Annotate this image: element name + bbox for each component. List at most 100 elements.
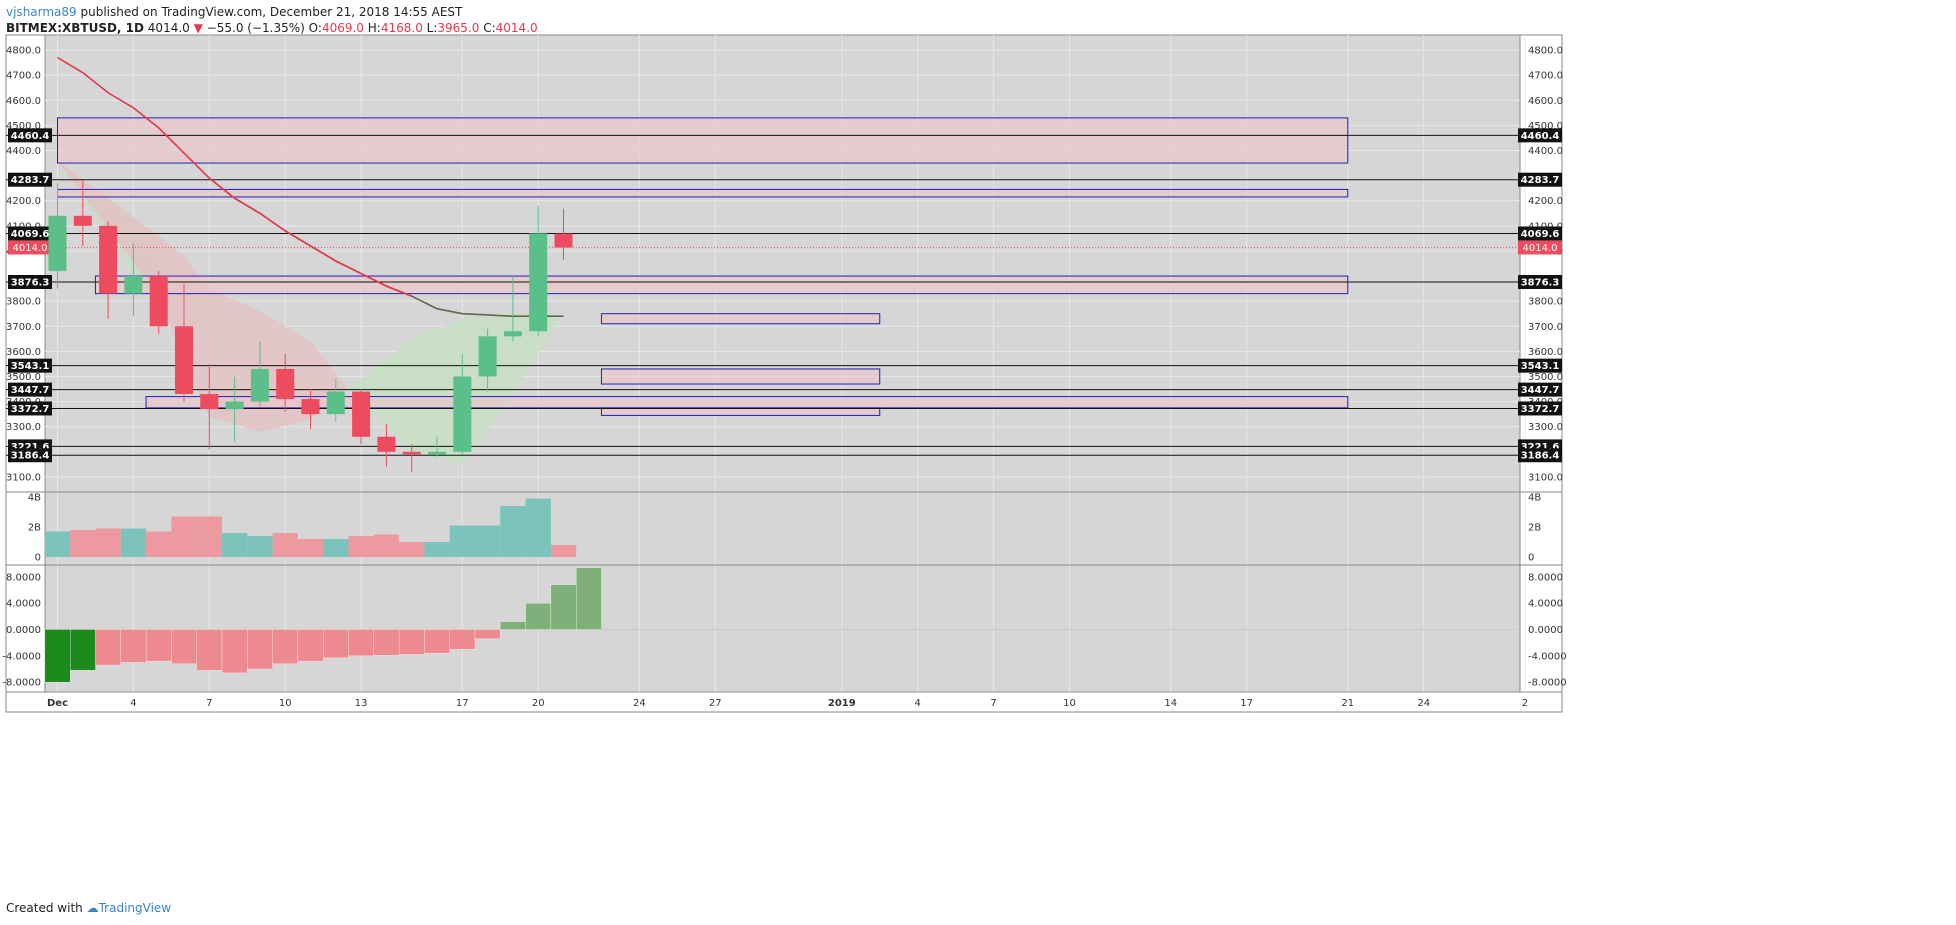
close-label: C: xyxy=(483,21,496,35)
oscillator-bars xyxy=(44,567,602,683)
x-tick-label: 17 xyxy=(1240,698,1253,709)
price-tick-right: 3500.0 xyxy=(1528,372,1563,383)
candle xyxy=(503,276,522,342)
x-tick-label: 21 xyxy=(1341,698,1354,709)
x-tick-label: 13 xyxy=(355,698,368,709)
chart-header: vjsharma89 published on TradingView.com,… xyxy=(6,4,538,36)
level-tag-text: 4283.7 xyxy=(11,175,50,186)
oscillator-bar xyxy=(272,629,299,664)
oscillator-bar xyxy=(120,629,147,663)
level-tag-text: 3447.7 xyxy=(1521,385,1560,396)
time-axis-panel xyxy=(5,691,1563,713)
candle-body xyxy=(478,336,497,377)
level-tag-bg xyxy=(1518,128,1562,143)
candle xyxy=(48,183,67,289)
osc-tick-right: 4.0000 xyxy=(1528,599,1563,610)
level-tag-bg xyxy=(8,401,52,416)
price-tick-left: 4600.0 xyxy=(6,96,41,107)
osc-tick-left: -4.0000 xyxy=(2,651,41,662)
author-link[interactable]: vjsharma89 xyxy=(6,5,77,19)
candle-body xyxy=(175,326,193,395)
oscillator-bar xyxy=(449,629,476,650)
level-tag-right: 4069.6 xyxy=(1518,226,1562,241)
volume-bar xyxy=(373,534,400,557)
oscillator-bar xyxy=(70,629,96,671)
down-arrow-icon: ▼ xyxy=(193,21,203,35)
level-tag-right: 3447.7 xyxy=(1518,382,1562,397)
level-tag-text: 3543.1 xyxy=(11,361,50,372)
osc-tick-right: 0.0000 xyxy=(1528,625,1563,636)
x-tick-label: 4 xyxy=(130,698,136,709)
volume-bar xyxy=(475,525,501,557)
tradingview-link[interactable]: TradingView xyxy=(98,901,172,915)
zone-rect xyxy=(94,275,1349,295)
oscillator-bar xyxy=(145,629,172,662)
volume-bar xyxy=(348,536,374,557)
candle-body xyxy=(73,215,92,226)
level-tag-bg xyxy=(8,128,52,143)
candle xyxy=(225,376,244,442)
candle xyxy=(529,205,548,337)
candle xyxy=(99,220,118,319)
level-tag-left: 3543.1 xyxy=(8,358,52,373)
oscillator-bar xyxy=(95,629,121,666)
volume-bar xyxy=(120,528,147,557)
red-cloud xyxy=(57,160,349,432)
candle xyxy=(301,389,320,430)
candle-body xyxy=(99,225,118,294)
current-price-tag-right: 4014.0 xyxy=(1518,240,1562,255)
x-tick-label: 7 xyxy=(206,698,212,709)
level-tag-text: 4460.4 xyxy=(1521,131,1560,142)
price-tick-left: 4800.0 xyxy=(6,46,41,57)
x-tick-label: 17 xyxy=(456,698,469,709)
candle-body xyxy=(402,451,421,455)
x-tick-label: 10 xyxy=(279,698,292,709)
level-tag-bg xyxy=(8,358,52,373)
symbol-line: BITMEX:XBTUSD, 1D 4014.0 ▼ −55.0 (−1.35%… xyxy=(6,20,538,36)
oscillator-bar xyxy=(398,629,425,655)
osc-tick-left: -8.0000 xyxy=(2,678,41,689)
candle-body xyxy=(250,368,269,402)
level-tag-text: 3372.7 xyxy=(1521,404,1560,415)
low-value: 3965.0 xyxy=(437,21,480,35)
oscillator-bar xyxy=(196,629,223,671)
oscillator-bar xyxy=(500,621,526,630)
osc-tick-left: 0.0000 xyxy=(6,625,41,636)
volume-bar xyxy=(95,528,121,557)
x-tick-label: 2019 xyxy=(828,698,856,709)
candle-body xyxy=(326,391,345,415)
volume-tick-right: 2B xyxy=(1528,523,1541,534)
price-tick-right: 3800.0 xyxy=(1528,297,1563,308)
level-tag-right: 3876.3 xyxy=(1518,275,1562,290)
created-with-label: Created with xyxy=(6,901,83,915)
volume-bar xyxy=(399,542,425,557)
publish-line: vjsharma89 published on TradingView.com,… xyxy=(6,4,538,20)
price-tick-left: 3500.0 xyxy=(6,372,41,383)
candle-body xyxy=(428,451,446,455)
level-tag-text: 3221.6 xyxy=(11,442,50,453)
zone-rect xyxy=(600,407,881,416)
price-tick-right: 4800.0 xyxy=(1528,46,1563,57)
candle-body xyxy=(149,276,168,327)
volume-bar xyxy=(222,533,248,557)
level-tag-right: 4460.4 xyxy=(1518,128,1562,143)
current-price-tag-left: 4014.0 xyxy=(8,240,52,255)
volume-bar xyxy=(449,525,475,557)
candle xyxy=(175,283,193,402)
oscillator-bar xyxy=(474,629,501,639)
oscillator-bar xyxy=(171,629,197,664)
volume-bar xyxy=(550,545,577,557)
level-tag-bg xyxy=(1518,448,1562,463)
level-tag-right: 3372.7 xyxy=(1518,401,1562,416)
volume-bar xyxy=(272,533,298,557)
volume-tick-left: 0 xyxy=(35,553,41,564)
price-tick-left: 3700.0 xyxy=(6,322,41,333)
level-tag-right: 3186.4 xyxy=(1518,448,1562,463)
oscillator-bar xyxy=(550,584,577,630)
candle-body xyxy=(377,436,396,452)
level-tag-left: 4069.6 xyxy=(8,226,52,241)
price-tick-right: 3100.0 xyxy=(1528,472,1563,483)
candle-body xyxy=(352,391,371,437)
oscillator-bar xyxy=(373,629,400,656)
